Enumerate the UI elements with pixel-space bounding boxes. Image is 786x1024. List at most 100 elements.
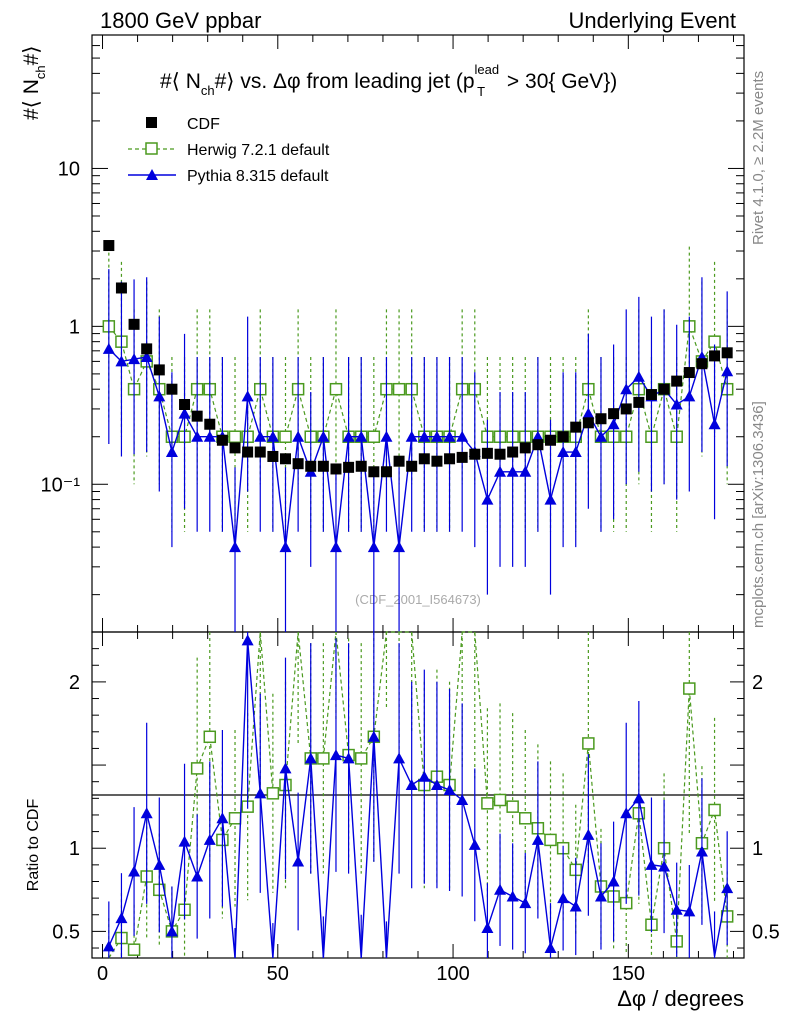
pythia-point [481,493,494,505]
pythia-point [380,430,393,442]
cdf-point [317,460,329,472]
herwig-ratio-point [544,833,557,847]
pythia-ratio-point [115,912,128,924]
y-tick-label-main: 10 [58,158,80,180]
pythia-ratio-point [670,903,683,915]
herwig-ratio-point [354,752,368,765]
title-sup: lead [475,62,500,77]
cdf-point [406,460,418,472]
pythia-ratio-point [658,860,671,872]
pythia-ratio-point [430,779,443,791]
ylabel-prefix: #⟨ N [20,79,43,120]
pythia-ratio-point [153,858,166,870]
pythia-ratio-point [607,875,620,887]
pythia-ratio-point [165,925,178,937]
pythia-ratio-point [304,752,317,764]
herwig-ratio-point [519,812,532,825]
pythia-ratio-point [494,883,507,895]
cdf-point [633,396,645,408]
legend-label-herwig: Herwig 7.2.1 default [187,142,330,159]
legend-marker-cdf [146,117,157,128]
pythia-ratio-point [695,845,708,857]
y-tick-label-ratio-right: 2 [752,672,763,694]
herwig-ratio-point [506,800,519,813]
cdf-point [709,350,721,362]
pythia-point [594,430,607,442]
cdf-point [469,448,481,460]
y-tick-label-ratio: 2 [69,672,80,694]
pythia-point [531,430,544,442]
pythia-ratio-point [721,882,734,894]
cdf-point [532,439,544,451]
cdf-point [507,446,519,458]
cdf-point [494,448,506,460]
x-tick-label: 0 [97,963,108,985]
herwig-ratio-point [266,787,280,800]
cdf-point [582,417,594,429]
cdf-point [658,383,670,395]
pythia-ratio-point [329,749,342,761]
cdf-point [204,418,216,430]
y-tick-label-main: 10⁻¹ [41,474,81,496]
y-axis-label: #⟨ Nch#⟩ [20,46,48,120]
cdf-point [570,421,582,433]
pythia-line [108,348,728,548]
pythia-ratio-point [292,855,305,867]
mcplots-label: mcplots.cern.ch [arXiv:1306.3436] [750,401,767,628]
cdf-point [179,399,191,411]
cdf-point [254,446,266,458]
pythia-ratio-point [582,828,595,840]
herwig-ratio-point [127,943,141,956]
pythia-ratio-point [620,807,633,819]
cdf-point [519,442,531,454]
pythia-point [317,430,330,442]
x-tick-label: 100 [436,963,469,985]
pythia-point [569,446,582,458]
cdf-point [343,461,355,473]
pythia-point [405,430,418,442]
cdf-point [128,318,140,330]
pythia-ratio-point [569,900,582,912]
pythia-point [683,390,696,402]
y-tick-label-ratio: 0.5 [52,921,80,943]
pythia-point [102,342,115,354]
cdf-point [683,367,695,379]
legend: CDF Herwig 7.2.1 default Pythia 8.315 de… [128,116,330,185]
pythia-point [266,430,279,442]
cdf-point [595,413,607,425]
cdf-point [279,453,291,465]
pythia-ratio-point [544,942,557,954]
ratio-y-axis-label: Ratio to CDF [25,799,42,892]
pythia-point [708,418,721,430]
pythia-point [519,465,532,477]
x-tick-label: 50 [267,963,289,985]
herwig-point [329,382,343,396]
cdf-point [645,389,657,401]
herwig-point [228,430,242,443]
cdf-point [305,460,317,472]
cdf-point [380,466,392,478]
y-tick-label-main: 1 [69,316,80,338]
pythia-ratio-point [683,905,696,917]
herwig-ratio-point [582,737,595,750]
rivet-label: Rivet 4.1.0, ≥ 2.2M events [750,71,767,245]
ratio-axis-ticks: 0 50 100 150 0.5 0.5 1 1 2 2 [52,632,780,985]
pythia-point [241,390,254,402]
title-prefix: #⟨ N [160,70,201,93]
pythia-ratio-point [632,792,645,804]
cdf-point [153,364,165,376]
pythia-point [456,430,469,442]
pythia-point [329,541,342,553]
cdf-point [418,453,430,465]
pythia-ratio-point [367,730,380,742]
legend-marker-herwig [145,142,158,155]
pythia-ratio-point [645,858,658,870]
pythia-point [203,430,216,442]
pythia-point [355,430,368,442]
title-middle: #⟩ vs. Δφ from leading jet (p [215,70,475,93]
chart-title: #⟨ Nch#⟩ vs. Δφ from leading jet (plead T… [160,62,617,99]
herwig-ratio-point [708,803,721,817]
herwig-point [367,430,381,443]
pythia-ratio-point [481,922,494,934]
x-axis-label: Δφ / degrees [617,986,744,1011]
